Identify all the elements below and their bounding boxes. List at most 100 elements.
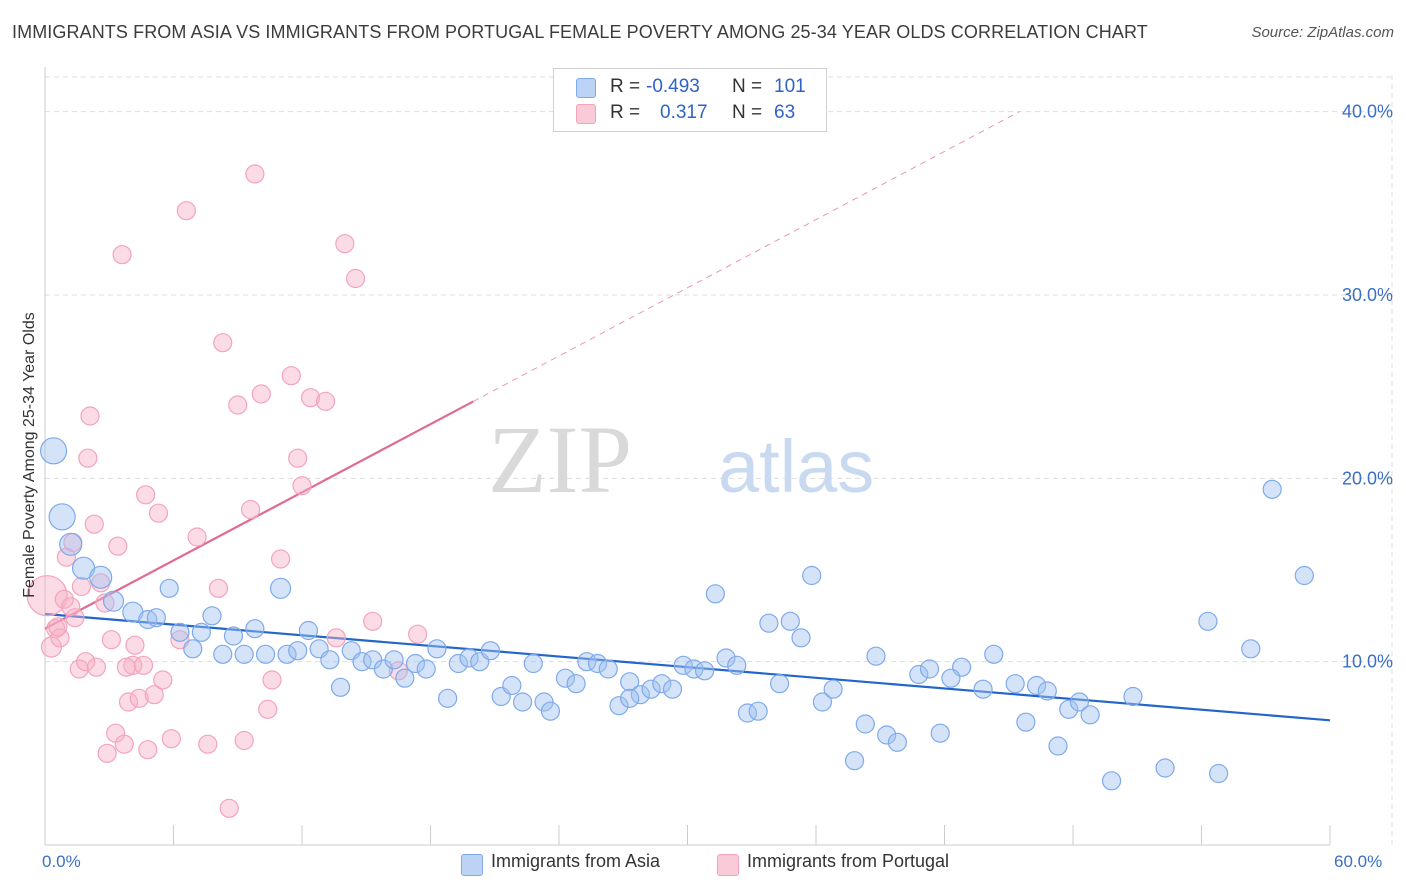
asia-point bbox=[395, 668, 415, 688]
asia-point bbox=[909, 664, 929, 685]
asia-point bbox=[1262, 479, 1282, 499]
asia-point bbox=[416, 659, 436, 679]
asia-point bbox=[277, 644, 297, 664]
asia-point bbox=[159, 578, 179, 598]
asia-point bbox=[1069, 692, 1090, 712]
asia-point bbox=[587, 653, 608, 674]
y-axis-label: Female Poverty Among 25-34 Year Olds bbox=[21, 312, 38, 598]
asia-point bbox=[1241, 639, 1261, 659]
portugal-point bbox=[262, 670, 282, 690]
portugal-point bbox=[136, 485, 156, 505]
portugal-point bbox=[123, 655, 143, 675]
asia-point bbox=[269, 577, 292, 599]
portugal-point bbox=[86, 657, 107, 677]
asia-point bbox=[255, 644, 276, 664]
watermark: ZIP atlas bbox=[488, 406, 874, 513]
portugal-point bbox=[138, 740, 158, 760]
legend-n-label-asia: N = bbox=[732, 76, 763, 97]
portugal-point bbox=[54, 589, 74, 609]
asia-point bbox=[769, 674, 790, 694]
portugal-point bbox=[161, 729, 181, 749]
asia-point bbox=[941, 668, 961, 688]
asia-point bbox=[652, 674, 672, 694]
portugal-point bbox=[335, 234, 355, 254]
asia-point bbox=[438, 688, 458, 708]
asia-point bbox=[866, 646, 886, 666]
asia-point bbox=[716, 648, 736, 668]
portugal-point bbox=[251, 384, 271, 404]
asia-point bbox=[427, 639, 447, 659]
y-tick-label: 20.0% bbox=[1342, 468, 1393, 488]
portugal-point bbox=[198, 734, 218, 754]
asia-point bbox=[984, 644, 1004, 664]
asia-point bbox=[202, 606, 222, 626]
legend-n-value-asia: 101 bbox=[774, 76, 806, 97]
asia-point bbox=[1209, 763, 1229, 784]
portugal-point bbox=[270, 549, 291, 569]
asia-point bbox=[102, 590, 125, 612]
asia-point bbox=[566, 674, 586, 694]
asia-point bbox=[1037, 681, 1057, 701]
asia-point bbox=[1026, 675, 1047, 696]
bottom-legend-swatch-portugal bbox=[717, 854, 739, 876]
asia-point bbox=[727, 655, 747, 675]
portugal-point bbox=[61, 597, 81, 617]
portugal-point bbox=[153, 670, 173, 690]
chart-title: IMMIGRANTS FROM ASIA VS IMMIGRANTS FROM … bbox=[12, 22, 1148, 42]
portugal-point bbox=[133, 655, 154, 675]
portugal-point bbox=[326, 628, 346, 648]
trend-line-asia bbox=[44, 612, 1331, 722]
y-tick-label: 30.0% bbox=[1342, 285, 1393, 305]
legend-r-value-portugal: 0.317 bbox=[660, 102, 708, 123]
portugal-point bbox=[144, 685, 164, 705]
asia-point bbox=[1101, 771, 1122, 791]
portugal-point bbox=[292, 476, 312, 496]
watermark-zip: ZIP bbox=[488, 406, 632, 513]
portugal-point bbox=[125, 635, 145, 655]
portugal-point bbox=[97, 743, 117, 763]
asia-point bbox=[641, 679, 661, 699]
asia-point bbox=[1294, 565, 1314, 586]
asia-point bbox=[384, 650, 404, 670]
asia-point bbox=[59, 532, 83, 556]
portugal-point bbox=[84, 514, 104, 534]
asia-point bbox=[89, 565, 113, 589]
portugal-point bbox=[315, 391, 336, 411]
asia-point bbox=[919, 659, 940, 679]
asia-point bbox=[802, 565, 822, 586]
asia-point bbox=[877, 725, 897, 745]
portugal-point bbox=[388, 661, 408, 681]
bottom-legend-label-asia: Immigrants from Asia bbox=[491, 851, 661, 871]
asia-point bbox=[1080, 705, 1100, 725]
portugal-point bbox=[65, 608, 85, 628]
x-tick-label-min: 0.0% bbox=[42, 852, 81, 871]
legend-r-label-asia: R = bbox=[610, 76, 641, 97]
asia-point bbox=[405, 653, 426, 674]
y-tick-label: 10.0% bbox=[1342, 652, 1393, 672]
legend-n-value-portugal: 63 bbox=[774, 102, 796, 123]
asia-point bbox=[630, 685, 650, 705]
asia-point bbox=[523, 653, 543, 674]
portugal-point bbox=[213, 333, 233, 353]
portugal-point bbox=[245, 164, 265, 184]
asia-point bbox=[844, 751, 865, 771]
asia-point bbox=[812, 692, 833, 712]
portugal-point bbox=[281, 366, 301, 386]
portugal-point bbox=[176, 201, 196, 221]
portugal-point bbox=[345, 268, 366, 289]
asia-point bbox=[48, 503, 76, 531]
portugal-point bbox=[118, 692, 139, 712]
asia-point bbox=[791, 628, 811, 648]
asia-point bbox=[512, 692, 533, 712]
legend-swatch-portugal bbox=[576, 104, 596, 124]
asia-point bbox=[288, 641, 308, 661]
asia-point bbox=[1059, 699, 1079, 719]
asia-point bbox=[183, 639, 203, 659]
legend-r-label-portugal: R = bbox=[610, 102, 641, 123]
portugal-point bbox=[101, 630, 121, 650]
asia-point bbox=[673, 655, 693, 675]
portugal-point bbox=[95, 593, 115, 613]
asia-point bbox=[598, 659, 618, 679]
asia-point bbox=[1155, 758, 1175, 778]
portugal-point bbox=[258, 699, 278, 719]
